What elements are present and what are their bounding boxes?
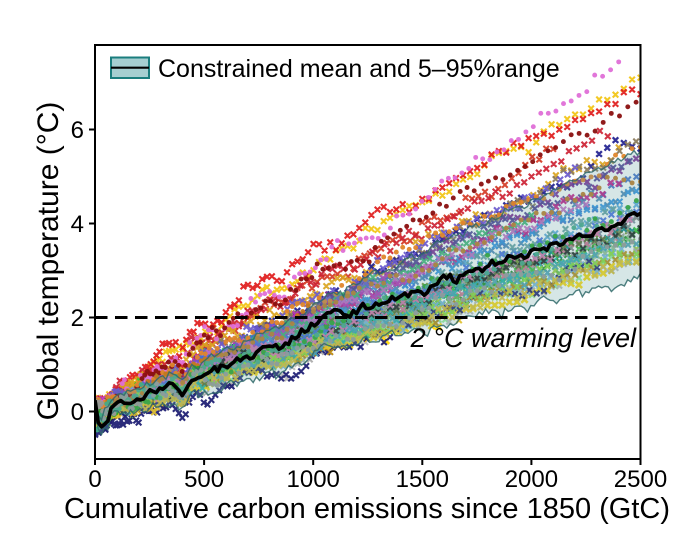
svg-text:1000: 1000 [287, 466, 340, 493]
svg-text:Cumulative carbon emissions si: Cumulative carbon emissions since 1850 (… [64, 493, 670, 525]
svg-text:2000: 2000 [505, 466, 558, 493]
svg-text:0: 0 [71, 399, 84, 426]
svg-text:2: 2 [71, 305, 84, 332]
svg-text:Global temperature (°C): Global temperature (°C) [32, 102, 65, 421]
svg-text:Constrained mean and 5–95%rang: Constrained mean and 5–95%range [158, 55, 560, 83]
svg-text:4: 4 [71, 211, 84, 238]
svg-text:2500: 2500 [614, 466, 667, 493]
svg-text:500: 500 [184, 466, 224, 493]
svg-text:0: 0 [88, 466, 101, 493]
svg-text:2 °C warming level: 2 °C warming level [410, 323, 637, 353]
svg-text:1500: 1500 [396, 466, 449, 493]
svg-text:6: 6 [71, 117, 84, 144]
